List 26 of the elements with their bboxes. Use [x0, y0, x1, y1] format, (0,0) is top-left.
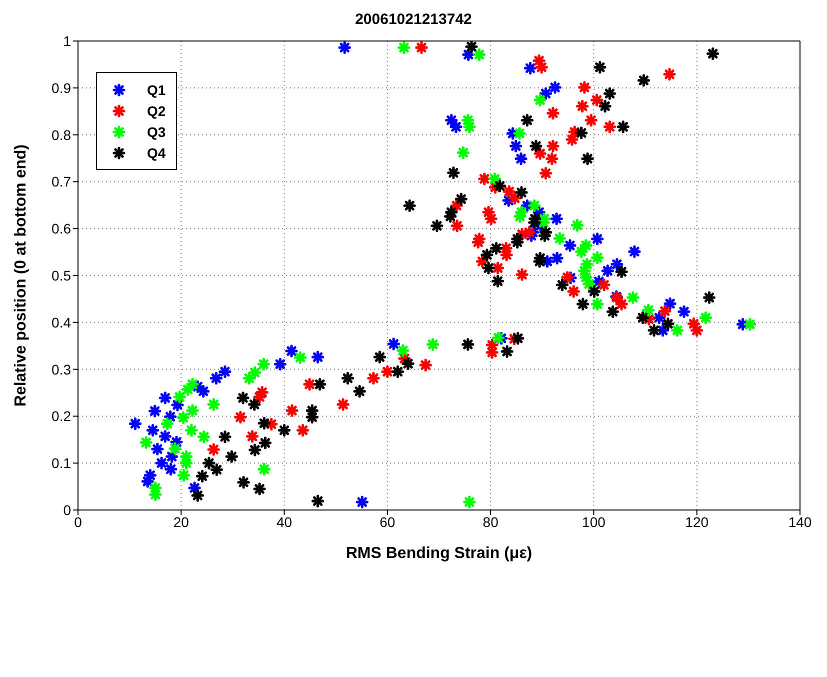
- y-tick-label: 1: [63, 32, 72, 49]
- y-tick-label: 0: [63, 502, 72, 518]
- y-tick-label: 0.1: [52, 455, 72, 472]
- legend-label: Q3: [147, 124, 166, 140]
- y-axis-title: Relative position (0 at bottom end): [12, 144, 30, 407]
- y-tick-label: 0.4: [52, 314, 72, 330]
- x-tick-label: 120: [685, 514, 709, 530]
- x-tick-label: 0: [74, 514, 82, 530]
- y-tick-label: 0.9: [52, 80, 72, 96]
- x-tick-label: 60: [380, 514, 396, 530]
- x-tick-label: 40: [276, 514, 292, 530]
- x-tick-label: 20: [173, 514, 190, 530]
- y-tick-label: 0.3: [52, 361, 72, 378]
- x-axis-title: RMS Bending Strain (με): [346, 545, 532, 562]
- y-tick-label: 0.5: [52, 267, 72, 284]
- y-tick-label: 0.2: [52, 408, 72, 424]
- legend-label: Q1: [147, 82, 166, 98]
- y-tick-label: 0.8: [52, 126, 72, 143]
- x-tick-label: 100: [582, 514, 606, 530]
- y-tick-label: 0.7: [52, 174, 72, 190]
- legend-label: Q4: [147, 144, 166, 160]
- legend-label: Q2: [147, 102, 166, 118]
- y-tick-label: 0.6: [52, 220, 72, 237]
- x-tick-label: 140: [788, 514, 812, 530]
- chart-title: 20061021213742: [354, 10, 473, 30]
- x-tick-label: 80: [482, 514, 499, 530]
